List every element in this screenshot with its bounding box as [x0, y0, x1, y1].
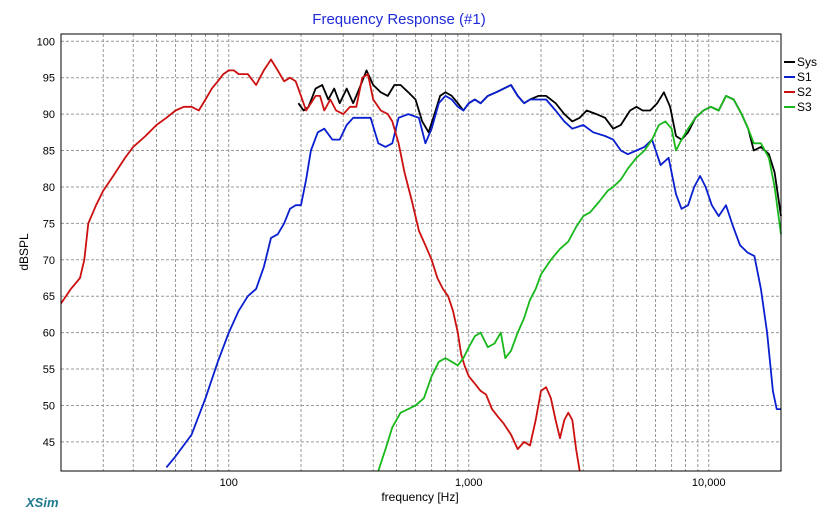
series-lines — [60, 58, 782, 472]
x-axis-label: frequency [Hz] — [381, 490, 458, 504]
y-tick-label: 65 — [43, 291, 55, 303]
y-tick-label: 50 — [43, 400, 55, 412]
legend-label-s2: S2 — [797, 85, 812, 99]
plot-border — [60, 33, 782, 472]
x-tick-label: 100 — [220, 477, 238, 489]
y-axis-label: dBSPL — [17, 233, 31, 271]
y-tick-label: 85 — [43, 146, 55, 158]
x-tick-label: 1,000 — [455, 477, 483, 489]
series-line-s1 — [165, 84, 781, 468]
chart-title: Frequency Response (#1) — [312, 11, 485, 28]
x-tick-labels: 100 1,000 10,000 — [220, 477, 726, 489]
legend-label-s1: S1 — [797, 70, 812, 84]
y-tick-label: 45 — [43, 437, 55, 449]
legend-label-sys: Sys — [797, 55, 817, 69]
x-tick-label: 10,000 — [692, 477, 726, 489]
plot-area — [61, 34, 781, 471]
y-tick-labels: 45 50 55 60 65 70 75 80 85 90 95 100 — [37, 36, 55, 449]
y-tick-label: 75 — [43, 218, 55, 230]
series-line-s3 — [377, 95, 782, 472]
y-tick-label: 60 — [43, 328, 55, 340]
xsim-logo: XSim — [25, 495, 59, 510]
legend-label-s3: S3 — [797, 100, 812, 114]
y-tick-label: 55 — [43, 364, 55, 376]
y-tick-label: 100 — [37, 36, 55, 48]
y-tick-label: 70 — [43, 255, 55, 267]
y-tick-label: 80 — [43, 182, 55, 194]
y-tick-label: 90 — [43, 109, 55, 121]
series-line-s2 — [60, 58, 581, 472]
y-tick-label: 95 — [43, 73, 55, 85]
